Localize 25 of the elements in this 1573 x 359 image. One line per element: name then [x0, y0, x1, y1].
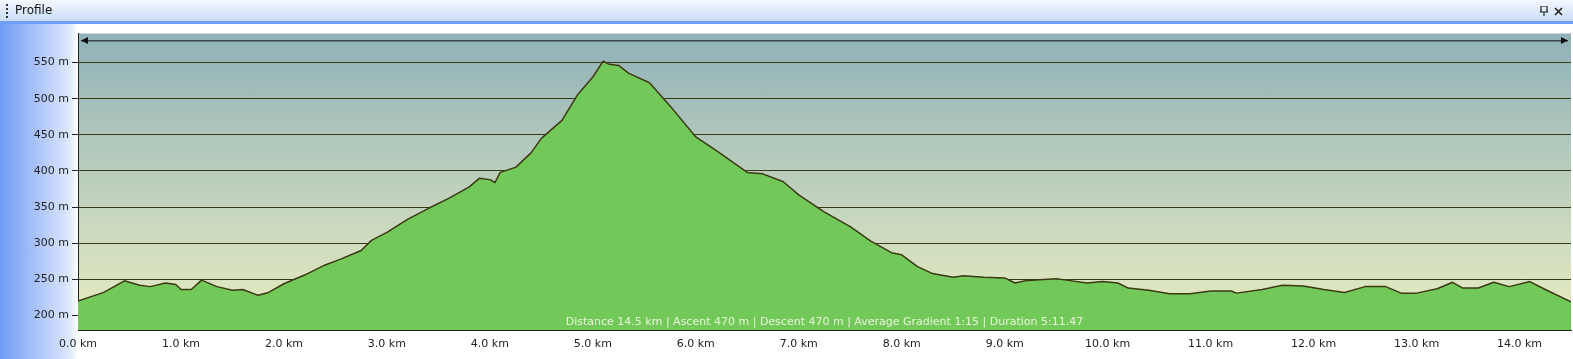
- y-tick-label: 350 m: [33, 199, 69, 213]
- x-tick-label: 5.0 km: [573, 337, 612, 351]
- x-tick-label: 13.0 km: [1394, 337, 1440, 351]
- annotation: Distance 14.5 km | Ascent 470 m | Descent 470 m | Average Gradient 1:15 | Duration 5:11.47: [565, 315, 1084, 329]
- x-tick-label: 6.0 km: [676, 337, 715, 351]
- y-tick-label: 300 m: [33, 236, 69, 250]
- x-tick-label: 14.0 km: [1496, 337, 1543, 351]
- y-tick-label: 500 m: [33, 91, 69, 105]
- y-tick-label: 200 m: [33, 308, 69, 322]
- x-tick-label: 4.0 km: [470, 337, 509, 351]
- x-tick-label: 0.0 km: [58, 337, 98, 351]
- x-tick-label: 3.0 km: [367, 337, 406, 351]
- x-tick-label: 11.0 km: [1188, 337, 1234, 351]
- y-tick-label: 250 m: [33, 272, 69, 286]
- x-tick-label: 1.0 km: [161, 337, 200, 351]
- y-tick-label: 400 m: [33, 163, 69, 177]
- x-tick-label: 12.0 km: [1291, 337, 1337, 351]
- x-tick-label: 7.0 km: [779, 337, 818, 351]
- chart-title: Profile: [15, 3, 53, 17]
- y-tick-label: 550 m: [33, 55, 69, 69]
- x-tick-label: 2.0 km: [264, 337, 303, 351]
- y-tick-label: 450 m: [33, 127, 69, 141]
- x-tick-label: 9.0 km: [985, 337, 1024, 351]
- x-tick-label: 8.0 km: [882, 337, 921, 351]
- x-tick-label: 10.0 km: [1085, 337, 1131, 351]
